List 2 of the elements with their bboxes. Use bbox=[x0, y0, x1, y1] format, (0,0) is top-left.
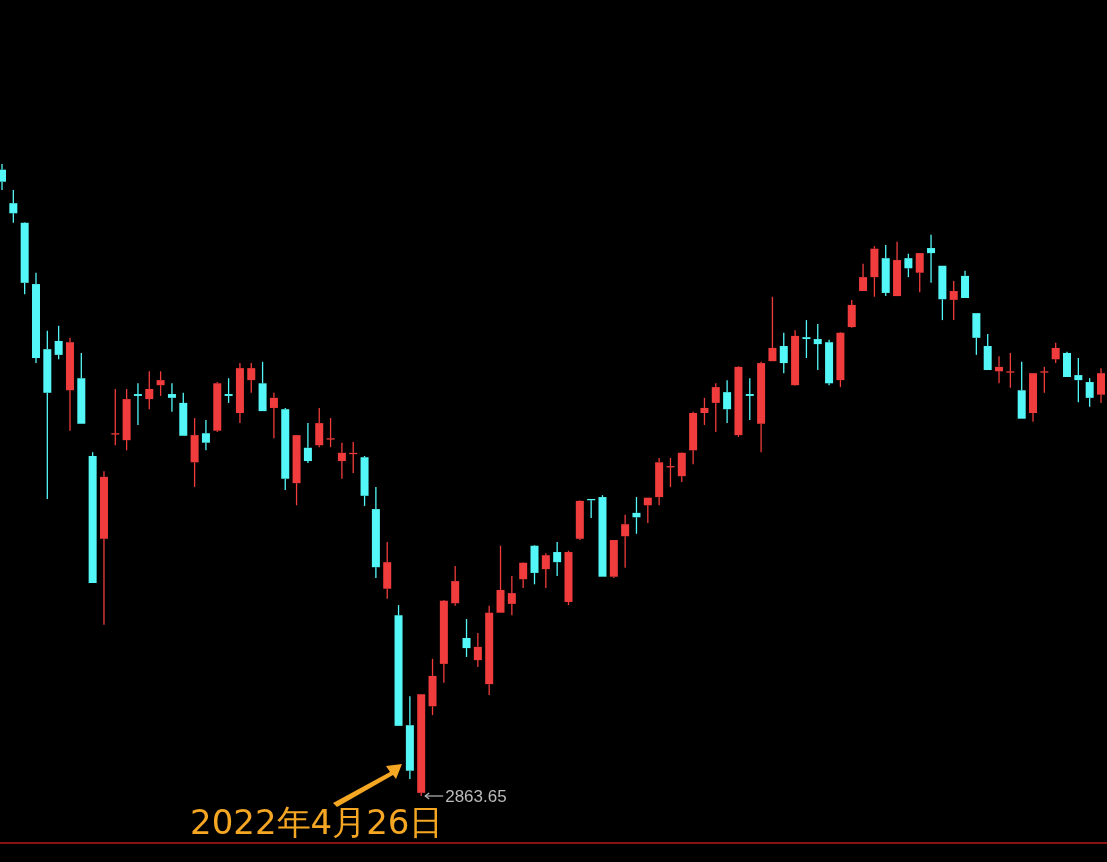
annotation: 2863.65 bbox=[445, 787, 507, 806]
text: 2022年4月26日 bbox=[190, 802, 444, 842]
